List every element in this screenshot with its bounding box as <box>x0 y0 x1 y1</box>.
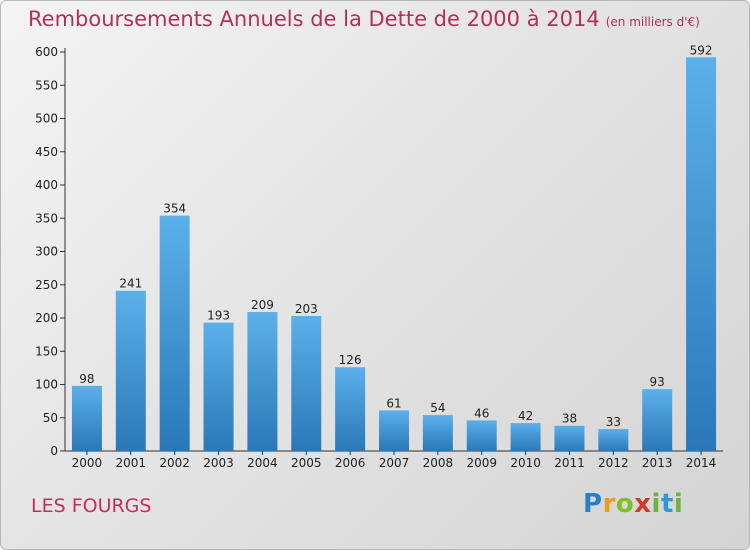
x-tick-label: 2013 <box>642 456 673 470</box>
x-tick-label: 2001 <box>116 456 147 470</box>
bar <box>247 312 278 451</box>
data-label: 592 <box>690 43 713 57</box>
bars <box>71 57 717 451</box>
bar <box>159 215 190 451</box>
bar <box>335 367 366 451</box>
y-tick-label: 550 <box>35 78 58 92</box>
x-tick-label: 2012 <box>598 456 629 470</box>
y-tick-label: 250 <box>35 278 58 292</box>
bar <box>379 410 409 451</box>
data-label: 354 <box>163 202 186 216</box>
y-tick-label: 600 <box>35 45 58 59</box>
y-tick-label: 400 <box>35 178 58 192</box>
x-tick-label: 2009 <box>466 456 497 470</box>
bar <box>510 423 541 451</box>
y-tick-label: 300 <box>35 245 58 259</box>
bar <box>422 415 453 451</box>
bar <box>554 425 585 451</box>
data-label: 38 <box>562 412 577 426</box>
bar <box>466 420 497 451</box>
bar <box>642 389 673 451</box>
data-label: 203 <box>295 302 318 316</box>
x-tick-label: 2002 <box>159 456 190 470</box>
x-tick-label: 2014 <box>686 456 717 470</box>
x-tick-label: 2007 <box>379 456 410 470</box>
commune-name: LES FOURGS <box>31 495 152 517</box>
bar <box>115 290 146 451</box>
chart-title-main: Remboursements Annuels de la Dette de 20… <box>28 7 600 31</box>
data-label: 33 <box>606 415 621 429</box>
y-tick-label: 500 <box>35 112 58 126</box>
bar <box>203 322 234 451</box>
proxiti-logo: Proxiti <box>583 489 684 519</box>
y-tick-label: 350 <box>35 211 58 225</box>
y-tick-label: 450 <box>35 145 58 159</box>
bar <box>291 316 322 451</box>
x-tick-label: 2000 <box>72 456 103 470</box>
data-label: 209 <box>251 298 274 312</box>
data-label: 126 <box>339 353 362 367</box>
data-label: 42 <box>518 409 533 423</box>
x-axis: 2000 2001 2002 2003 2004 2005 2006 2007 2008 2009… <box>65 450 723 470</box>
y-tick-label: 150 <box>35 344 58 358</box>
y-tick-label: 200 <box>35 311 58 325</box>
data-label: 61 <box>386 396 401 410</box>
x-tick-label: 2011 <box>554 456 585 470</box>
bar <box>686 57 717 451</box>
x-tick-label: 2003 <box>203 456 234 470</box>
data-label: 93 <box>650 375 665 389</box>
y-axis: 0 50 100 150 200 250 300 350 400 450 500 550 600 <box>35 45 66 458</box>
chart-unit-note: (en milliers d'€) <box>605 15 700 29</box>
data-label: 241 <box>119 277 142 291</box>
x-tick-label: 2008 <box>423 456 454 470</box>
bar <box>71 385 102 451</box>
bar <box>598 429 629 451</box>
x-tick-label: 2004 <box>247 456 278 470</box>
x-tick-label: 2006 <box>335 456 366 470</box>
data-labels: 98 241 354 193 209 203 126 61 54 46 42 38 33 93 592 <box>79 43 712 429</box>
y-tick-label: 100 <box>35 378 58 392</box>
x-tick-label: 2010 <box>510 456 541 470</box>
data-label: 193 <box>207 309 230 323</box>
data-label: 98 <box>79 372 94 386</box>
y-tick-label: 50 <box>43 411 58 425</box>
x-tick-label: 2005 <box>291 456 322 470</box>
chart-title: Remboursements Annuels de la Dette de 20… <box>28 7 700 31</box>
y-tick-label: 0 <box>50 444 58 458</box>
data-label: 54 <box>430 401 445 415</box>
data-label: 46 <box>474 406 489 420</box>
